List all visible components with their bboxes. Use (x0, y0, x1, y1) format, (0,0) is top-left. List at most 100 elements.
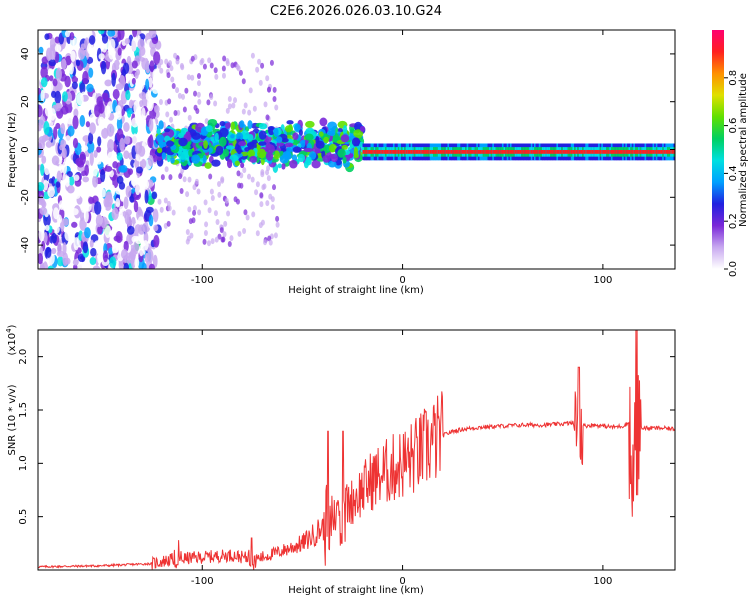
heat-cell (138, 216, 144, 225)
heat-cell (225, 145, 235, 150)
heat-cell (246, 173, 251, 180)
heat-cell (274, 104, 279, 111)
heat-cell (199, 59, 204, 66)
heat-cell (81, 100, 88, 112)
heat-cell (265, 169, 270, 176)
heat-cell (530, 149, 534, 154)
heat-cell (191, 132, 201, 140)
heat-cell (138, 91, 147, 100)
spectrogram-x-ticks: -100 0 100 (191, 30, 612, 286)
heat-cell (473, 149, 477, 154)
heat-cell (70, 208, 79, 216)
heat-cell (606, 149, 610, 154)
heat-cell (225, 60, 230, 67)
heat-cell (156, 128, 161, 135)
heat-cell (157, 198, 162, 205)
heat-cell (145, 91, 152, 101)
heat-cell (265, 200, 270, 207)
heat-cell (537, 149, 541, 154)
heat-cell (149, 60, 155, 73)
heat-cell (118, 181, 126, 190)
heat-cell (123, 196, 129, 210)
heat-cell (64, 75, 71, 88)
x-tick-label: -100 (191, 275, 214, 286)
heat-cell (91, 162, 99, 177)
heat-cell (54, 224, 60, 234)
heat-cell (596, 149, 600, 154)
heat-cell (268, 239, 273, 246)
heat-cell (80, 43, 86, 50)
heat-cell (89, 152, 94, 166)
snr-series-line (38, 330, 675, 570)
heat-cell (673, 149, 675, 154)
heat-cell (153, 234, 160, 248)
heat-cell (148, 30, 157, 39)
heat-cell (184, 87, 189, 94)
heat-cell (634, 149, 638, 154)
heat-cell (196, 72, 201, 79)
heat-cell (156, 134, 165, 143)
x-tick-label: 100 (593, 576, 612, 587)
heat-cell (82, 70, 89, 85)
heat-cell (70, 50, 76, 62)
heat-cell (625, 149, 629, 154)
heat-cell (223, 148, 230, 157)
snr-y-scale-base: (x10 (7, 333, 18, 356)
heat-cell (638, 149, 642, 154)
heat-cell (158, 120, 164, 130)
heat-cell (138, 244, 144, 257)
heat-cell (238, 69, 243, 76)
heat-cell (235, 63, 240, 70)
heat-cell (389, 149, 393, 154)
heat-cell (76, 160, 85, 168)
heat-cell (104, 105, 111, 119)
heat-cell (104, 225, 112, 238)
heat-cell (43, 121, 50, 135)
heat-cell (578, 149, 582, 154)
heat-cell (55, 102, 61, 112)
heat-cell (65, 175, 70, 188)
heat-cell (665, 149, 669, 154)
heat-cell (623, 149, 627, 154)
heat-cell (272, 184, 277, 191)
heat-cell (319, 117, 328, 127)
heat-cell (219, 136, 227, 147)
heat-cell (416, 149, 420, 154)
heat-cell (305, 156, 312, 166)
heat-cell (166, 200, 171, 207)
x-tick-label: 100 (593, 275, 612, 286)
heat-cell (396, 149, 400, 154)
heat-cell (101, 92, 109, 100)
heat-cell (620, 149, 624, 154)
heat-cell (44, 33, 50, 41)
heat-cell (126, 225, 135, 235)
heat-cell (187, 176, 192, 183)
heat-cell (226, 210, 231, 217)
heat-cell (484, 149, 488, 154)
heat-cell (123, 262, 130, 269)
heat-cell (39, 264, 46, 269)
heat-cell (447, 149, 451, 154)
heat-cell (75, 59, 81, 67)
heat-cell (118, 214, 125, 224)
heat-cell (60, 122, 66, 135)
heat-cell (469, 149, 473, 154)
heat-cell (100, 188, 106, 198)
snr-x-ticks: -100 0 100 (191, 330, 612, 587)
heat-cell (108, 247, 113, 255)
heat-cell (94, 240, 103, 248)
heat-cell (433, 149, 437, 154)
heat-cell (655, 149, 659, 154)
heat-cell (219, 227, 224, 234)
heat-cell (615, 149, 619, 154)
heat-cell (152, 68, 160, 82)
y-tick-label: 0 (20, 146, 31, 152)
heat-cell (337, 148, 346, 158)
heat-cell (276, 136, 283, 143)
heat-cell (439, 149, 443, 154)
heat-cell (182, 106, 187, 113)
heat-cell (168, 174, 173, 181)
heat-cell (258, 141, 267, 146)
heat-cell (62, 91, 68, 102)
heat-cell (647, 149, 651, 154)
